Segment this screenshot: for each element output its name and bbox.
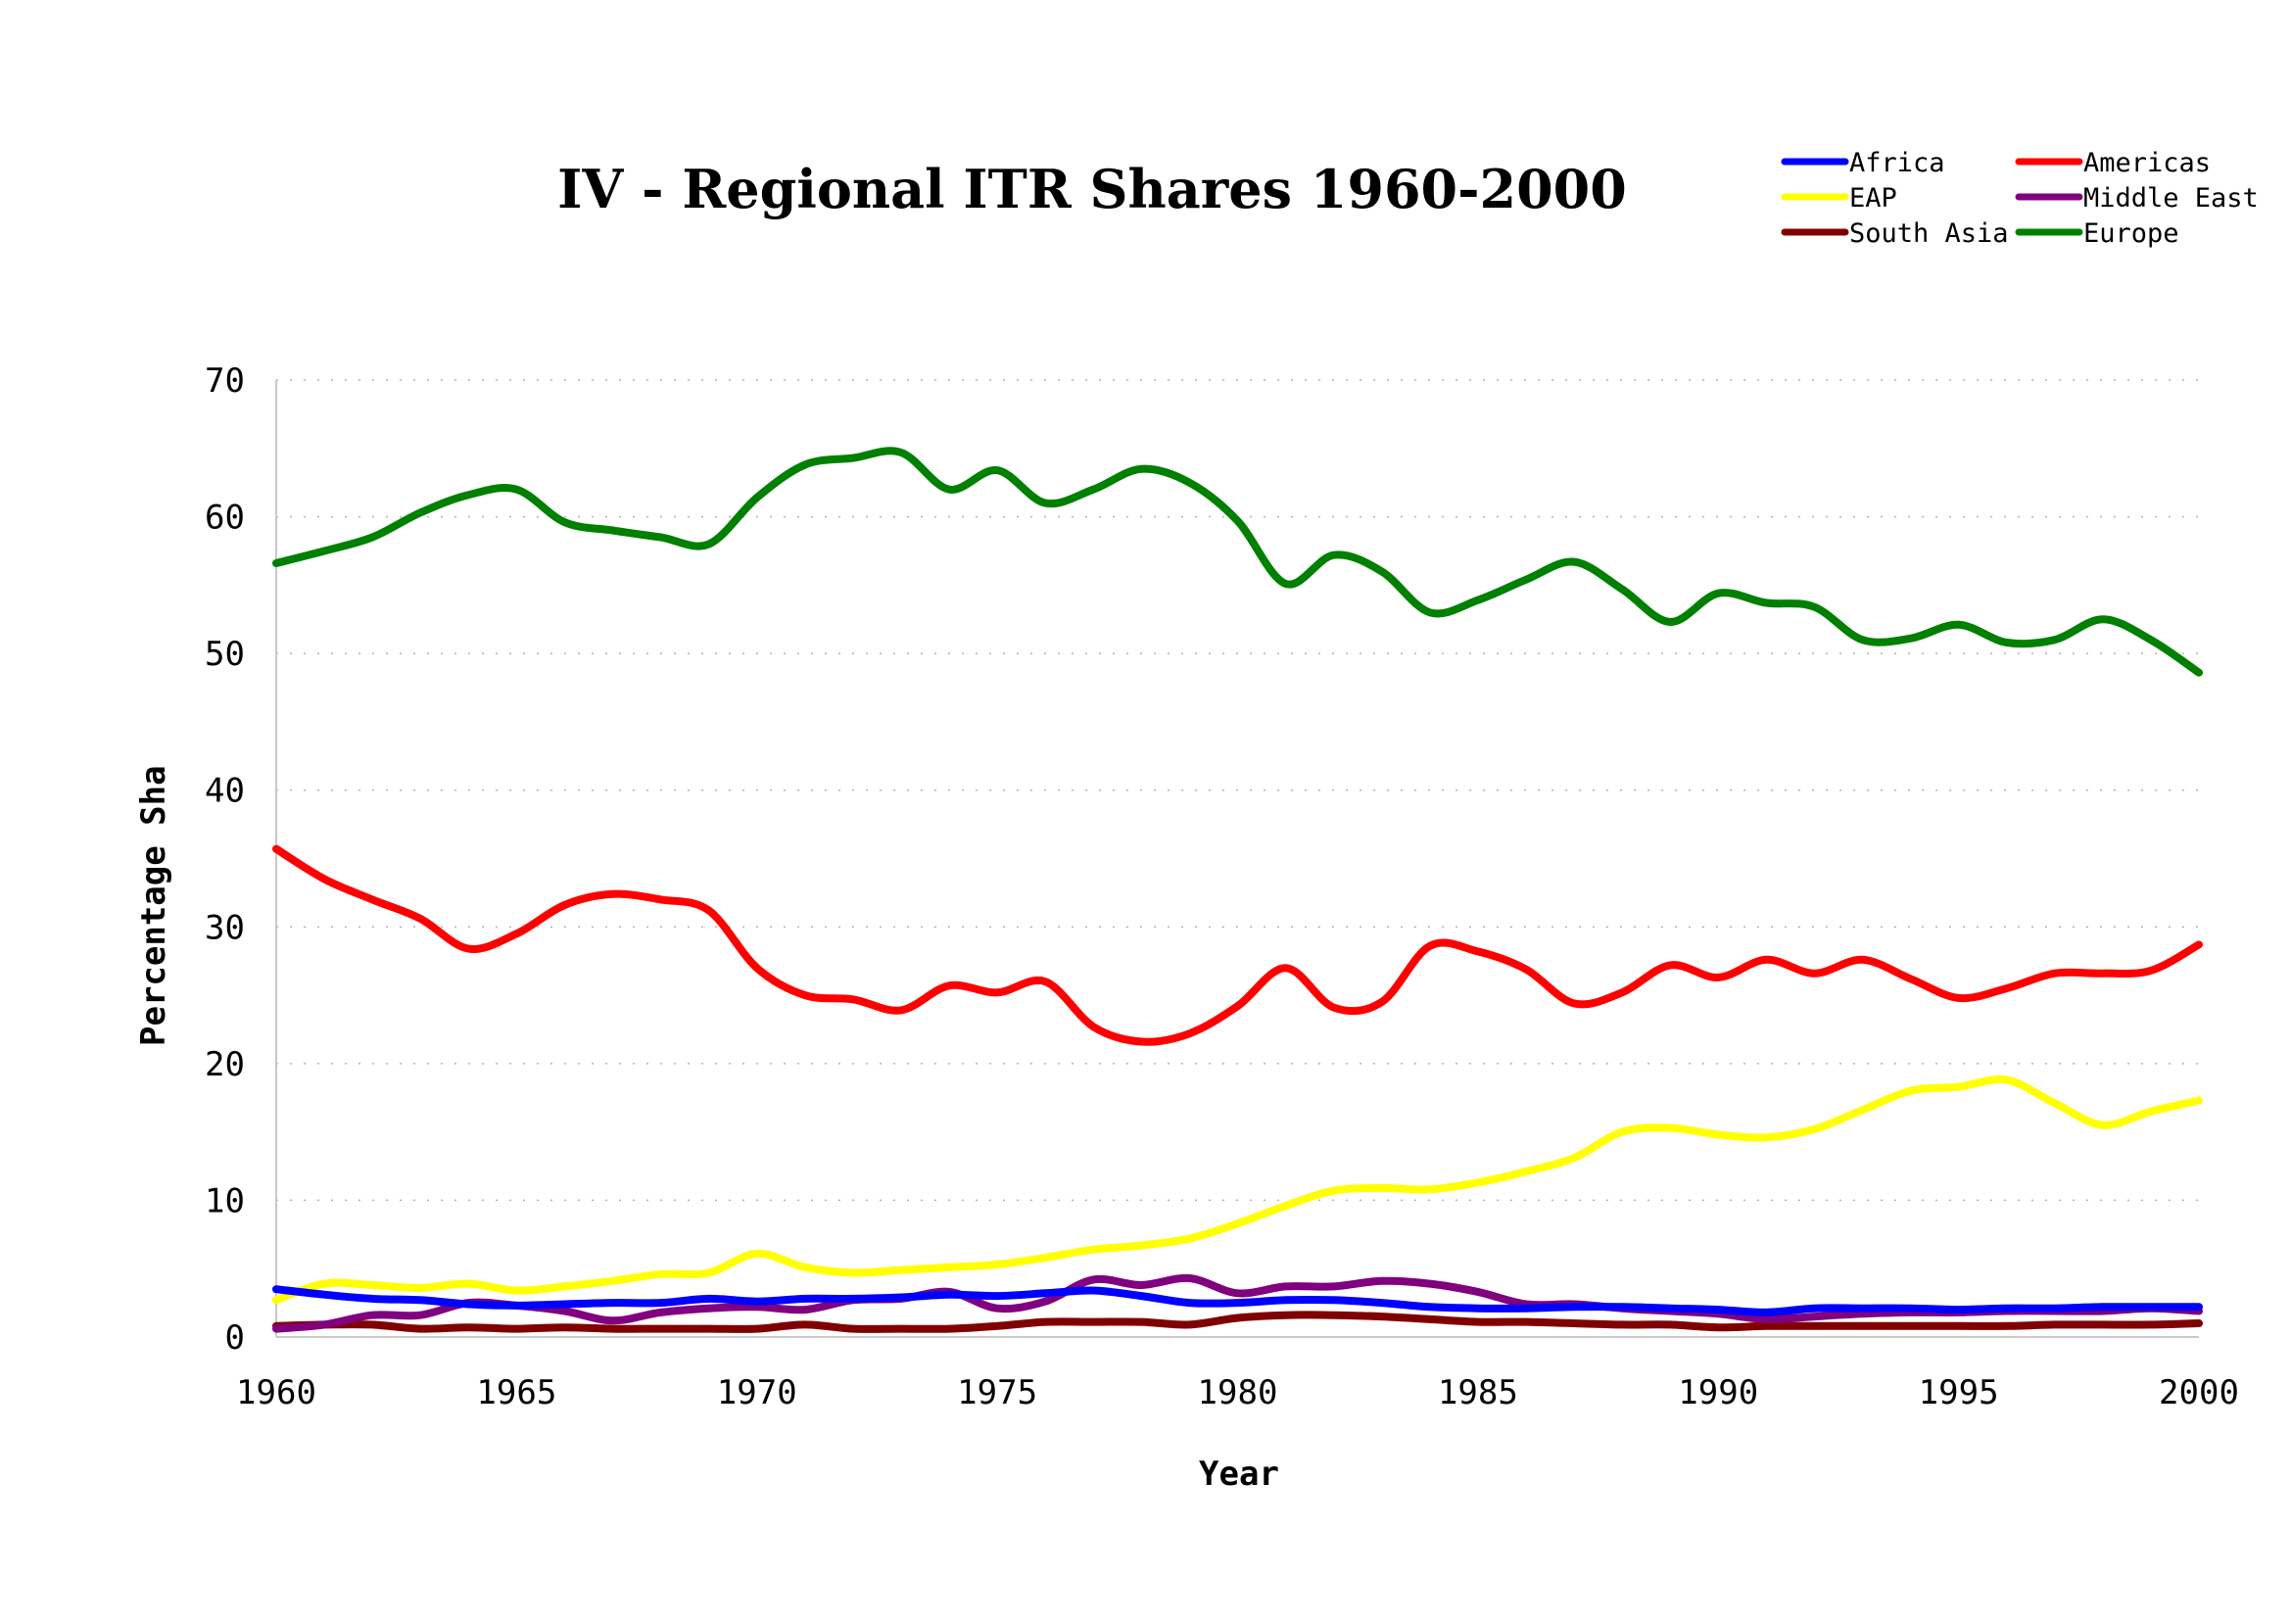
- y-tick-label: 60: [205, 499, 245, 538]
- gridlines: [276, 379, 2199, 1338]
- legend: Africa Americas EAP Middle East South Asia Eu…: [1781, 148, 2259, 249]
- chart-title: IV - Regional ITR Shares 1960-2000: [557, 158, 1627, 220]
- legend-label-americas: Americas: [2083, 148, 2211, 178]
- x-tick-label: 1985: [1438, 1373, 1518, 1412]
- legend-label-middle-east: Middle East: [2083, 183, 2259, 214]
- y-tick-label: 50: [205, 635, 245, 674]
- y-tick-label: 70: [205, 361, 245, 401]
- y-tick-label: 0: [225, 1318, 245, 1358]
- x-tick-label: 1970: [717, 1373, 797, 1412]
- x-tick-label: 1995: [1919, 1373, 1999, 1412]
- series-line-eap: [272, 1075, 2203, 1305]
- x-tick-label: 1960: [236, 1373, 316, 1412]
- series-line-middle-east: [272, 1273, 2203, 1333]
- series-line-south-asia: [272, 1311, 2203, 1333]
- y-tick-label: 10: [205, 1181, 245, 1220]
- x-tick-label: 1990: [1678, 1373, 1758, 1412]
- y-tick-label: 40: [205, 772, 245, 811]
- x-tick-labels: 1960 1965 1970 1975 1980 1985 1990 1995 2000: [236, 1373, 2239, 1412]
- legend-label-europe: Europe: [2083, 218, 2179, 249]
- x-tick-label: 1980: [1198, 1373, 1278, 1412]
- x-tick-label: 2000: [2159, 1373, 2239, 1412]
- legend-label-africa: Africa: [1849, 148, 1945, 178]
- y-axis-title: Percentage Sha: [134, 765, 173, 1046]
- y-tick-label: 30: [205, 908, 245, 947]
- x-axis-title: Year: [1199, 1455, 1279, 1494]
- series-lines: [272, 447, 2203, 1333]
- series-line-europe: [272, 447, 2203, 677]
- series-line-africa: [272, 1285, 2203, 1316]
- series-line-americas: [272, 844, 2203, 1046]
- x-tick-label: 1975: [957, 1373, 1037, 1412]
- legend-label-south-asia: South Asia: [1849, 218, 2009, 249]
- y-tick-label: 20: [205, 1045, 245, 1084]
- x-tick-label: 1965: [476, 1373, 556, 1412]
- y-tick-labels: 0 10 20 30 40 50 60 70: [205, 361, 245, 1358]
- legend-label-eap: EAP: [1849, 183, 1897, 214]
